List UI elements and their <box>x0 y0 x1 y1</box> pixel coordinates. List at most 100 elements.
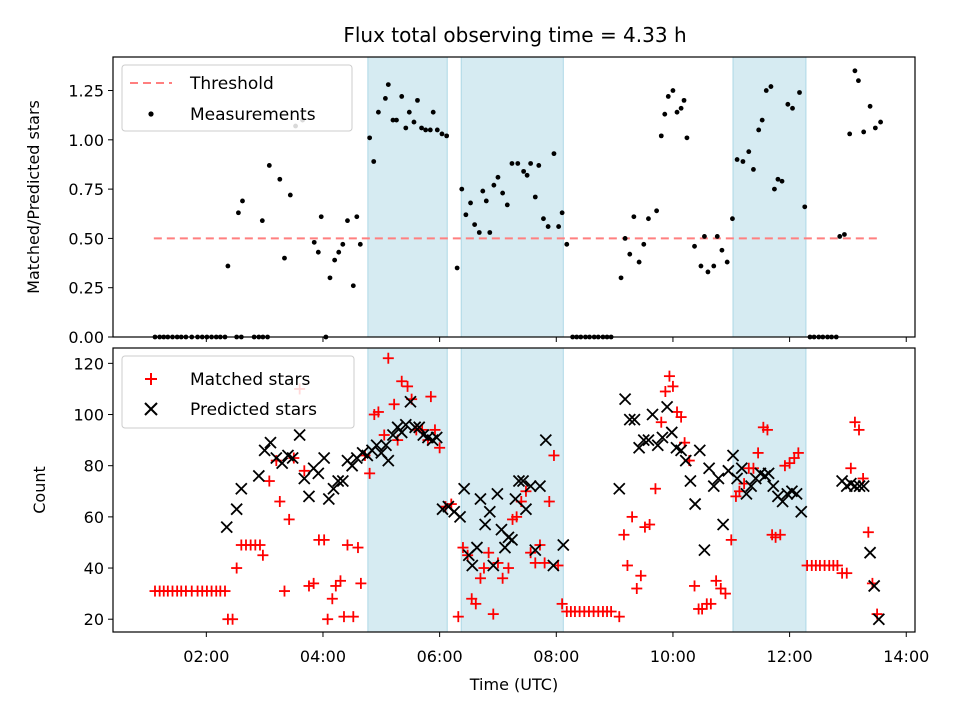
measurement-point <box>670 88 676 93</box>
measurement-point <box>779 178 785 184</box>
shaded-interval <box>367 348 448 632</box>
predicted-star-point <box>767 480 780 493</box>
measurement-point <box>315 249 321 255</box>
legend-predicted-label: Predicted stars <box>190 400 317 420</box>
predicted-star-point <box>730 472 744 485</box>
y-tick-label: 1.00 <box>68 131 104 150</box>
predicted-star-point <box>346 459 359 472</box>
matched-star-point <box>283 513 295 525</box>
predicted-star-point <box>646 408 659 421</box>
measurement-point <box>556 224 562 229</box>
matched-star-point <box>278 585 290 597</box>
chart-title: Flux total observing time = 4.33 h <box>343 23 686 47</box>
measurement-point <box>423 127 429 133</box>
matched-star-point <box>845 462 857 474</box>
measurement-point <box>867 103 873 109</box>
measurement-point <box>504 202 510 208</box>
predicted-star-point <box>698 543 711 557</box>
measurement-point <box>646 216 651 222</box>
measurement-point <box>564 241 570 247</box>
matched-star-point <box>784 457 796 469</box>
predicted-star-point <box>453 510 467 524</box>
matched-star-point <box>649 483 661 495</box>
matched-star-point <box>667 380 679 392</box>
measurement-point <box>636 259 642 265</box>
matched-star-point <box>263 475 275 487</box>
predicted-star-point <box>298 472 311 485</box>
matched-star-point <box>434 442 446 454</box>
measurement-point <box>551 151 557 157</box>
predicted-star-point <box>547 559 560 572</box>
measurement-point <box>463 212 469 218</box>
matched-star-point <box>511 511 523 523</box>
predicted-star-point <box>795 505 808 518</box>
y-tick-label: 80 <box>84 457 104 476</box>
matched-star-point <box>621 559 633 571</box>
predicted-star-point <box>660 400 674 413</box>
matched-star-point <box>689 580 701 592</box>
predicted-star-point <box>726 449 740 462</box>
predicted-star-point <box>252 469 265 483</box>
predicted-star-point <box>399 418 412 431</box>
matched-star-point <box>696 603 708 615</box>
measurement-point <box>856 78 861 84</box>
measurement-point <box>541 216 546 222</box>
predicted-star-point <box>474 492 487 506</box>
predicted-star-point <box>404 395 417 408</box>
legend-predicted-swatch <box>144 402 158 416</box>
matched-star-point <box>618 529 630 541</box>
measurement-point <box>692 243 697 249</box>
predicted-star-point <box>613 482 626 495</box>
predicted-star-point <box>312 467 325 480</box>
measurement-point <box>287 192 293 198</box>
y-tick-label: 40 <box>84 559 104 578</box>
predicted-star-point <box>318 451 331 465</box>
matched-star-point <box>715 583 727 595</box>
predicted-star-point <box>332 474 345 488</box>
matched-star-point <box>227 613 239 625</box>
y-tick-label: 0.50 <box>68 229 104 248</box>
measurement-point <box>785 101 791 107</box>
matched-star-point <box>719 588 731 600</box>
matched-star-point <box>502 562 514 574</box>
measurement-point <box>740 159 746 164</box>
measurement-point <box>340 241 346 247</box>
legend-threshold-label: Threshold <box>189 74 274 94</box>
measurement-point <box>318 214 324 220</box>
measurement-point <box>521 168 527 174</box>
y-tick-label: 1.25 <box>68 82 104 101</box>
matched-star-point <box>341 539 353 551</box>
measurement-point <box>367 135 373 141</box>
matched-star-point <box>303 580 315 592</box>
measurement-point <box>674 109 680 115</box>
matched-star-point <box>470 598 482 610</box>
measurement-point <box>524 172 530 178</box>
measurement-point <box>311 239 317 245</box>
measurement-point <box>528 161 534 166</box>
predicted-star-point <box>220 520 233 534</box>
matched-star-point <box>322 613 334 625</box>
matched-star-point <box>298 465 310 477</box>
matched-star-point <box>663 370 675 382</box>
shaded-interval <box>733 57 806 337</box>
x-axis-label: Time (UTC) <box>469 675 558 694</box>
predicted-star-point <box>524 480 537 493</box>
measurement-point <box>357 241 363 247</box>
predicted-star-point <box>637 433 650 447</box>
predicted-star-point <box>327 482 340 495</box>
y-tick-label: 0.25 <box>68 279 104 298</box>
y-tick-label: 20 <box>84 610 104 629</box>
predicted-star-point <box>483 505 496 518</box>
measurement-point <box>658 133 664 139</box>
bottom-y-axis-label: Count <box>30 466 49 514</box>
matched-star-point <box>529 557 541 569</box>
measurement-point <box>790 105 795 111</box>
matched-star-point <box>402 380 414 392</box>
predicted-star-point <box>258 444 271 457</box>
predicted-star-point <box>632 441 646 454</box>
measurement-point <box>719 247 725 253</box>
shaded-interval <box>367 57 448 337</box>
matched-star-point <box>779 460 791 472</box>
measurement-point <box>454 265 460 271</box>
